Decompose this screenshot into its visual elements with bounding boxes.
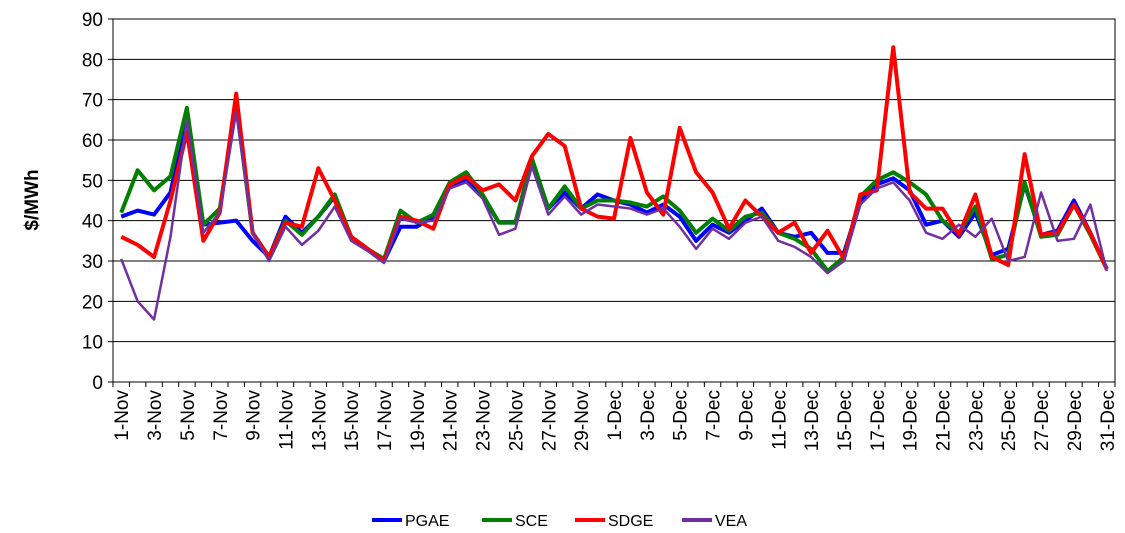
legend-label: PGAE <box>405 513 449 530</box>
x-tick-label: 23-Nov <box>474 390 495 452</box>
y-tick-label: 50 <box>82 171 103 192</box>
x-tick-label: 25-Dec <box>999 390 1020 451</box>
x-tick-label: 15-Nov <box>342 390 363 452</box>
x-tick-label: 5-Dec <box>671 390 692 441</box>
x-tick-label: 3-Nov <box>145 390 166 441</box>
x-tick-label: 19-Dec <box>901 390 922 451</box>
x-tick-label: 25-Nov <box>506 390 527 452</box>
x-tick-label: 27-Nov <box>539 390 560 452</box>
legend-label: SDGE <box>608 513 653 530</box>
x-tick-label: 11-Dec <box>769 390 790 450</box>
x-tick-label: 17-Dec <box>868 390 889 451</box>
x-tick-label: 13-Dec <box>802 390 823 451</box>
y-tick-label: 90 <box>82 10 103 31</box>
x-tick-label: 17-Nov <box>375 390 396 452</box>
legend-label: VEA <box>715 513 747 530</box>
series-line <box>120 113 1109 270</box>
x-tick-label: 21-Nov <box>441 390 462 452</box>
x-tick-label: 1-Nov <box>112 390 133 441</box>
y-axis-title: $/MWh <box>22 169 43 230</box>
x-tick-label: 11-Nov <box>276 390 297 450</box>
y-tick-label: 40 <box>82 212 103 233</box>
y-tick-label: 30 <box>82 252 103 273</box>
series-line <box>120 110 1109 321</box>
x-tick-label: 31-Dec <box>1098 390 1119 451</box>
x-tick-label: 15-Dec <box>835 390 856 451</box>
x-tick-label: 21-Dec <box>934 390 955 451</box>
x-tick-label: 3-Dec <box>638 390 659 441</box>
x-tick-label: 29-Nov <box>572 390 593 452</box>
x-tick-label: 1-Dec <box>605 390 626 441</box>
series-line <box>120 45 1109 270</box>
x-tick-label: 9-Dec <box>736 390 757 441</box>
x-tick-label: 23-Dec <box>966 390 987 451</box>
series-line <box>119 101 1109 274</box>
x-tick-label: 7-Dec <box>704 390 725 441</box>
x-tick-label: 7-Nov <box>211 390 232 441</box>
y-tick-label: 20 <box>82 292 103 313</box>
legend-label: SCE <box>515 513 548 530</box>
plot-frame <box>112 18 1116 383</box>
x-tick-label: 27-Dec <box>1032 390 1053 451</box>
y-tick-label: 70 <box>82 91 103 112</box>
y-tick-label: 0 <box>92 373 103 394</box>
x-tick-label: 19-Nov <box>408 390 429 452</box>
x-tick-label: 9-Nov <box>244 390 265 441</box>
x-tick-label: 13-Nov <box>309 390 330 452</box>
x-tick-label: 5-Nov <box>178 390 199 441</box>
y-tick-label: 10 <box>82 333 103 354</box>
x-tick-label: 29-Dec <box>1065 390 1086 451</box>
y-tick-label: 80 <box>82 50 103 71</box>
y-tick-label: 60 <box>82 131 103 152</box>
